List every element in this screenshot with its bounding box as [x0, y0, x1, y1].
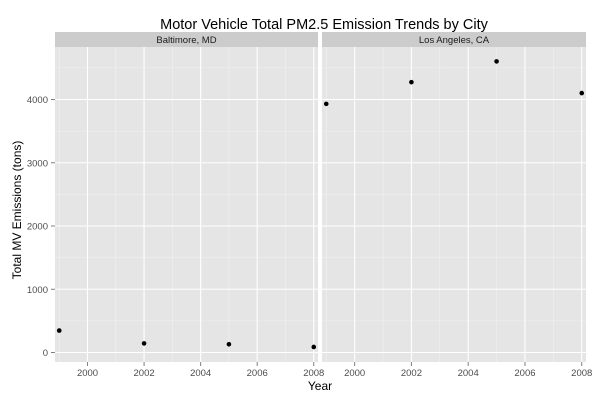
x-axis-title: Year	[308, 379, 332, 393]
x-tick-label: 2002	[134, 368, 155, 379]
x-tick-label: 2000	[77, 368, 98, 379]
y-tick-label: 0	[43, 348, 48, 359]
data-point	[323, 101, 329, 107]
chart-title: Motor Vehicle Total PM2.5 Emission Trend…	[160, 17, 488, 33]
data-point	[226, 341, 232, 347]
facet-strip	[55, 32, 318, 47]
data-point	[494, 59, 499, 64]
y-axis-title: Total MV Emissions (tons)	[10, 141, 24, 280]
y-tick-label: 4000	[27, 95, 48, 106]
data-point	[409, 79, 414, 85]
data-point	[579, 90, 585, 96]
facet-strip	[322, 32, 586, 47]
panel-background	[55, 47, 318, 362]
x-tick-label: 2002	[401, 368, 422, 379]
y-tick-label: 2000	[27, 222, 48, 233]
data-point	[56, 328, 62, 333]
x-tick-label: 2000	[344, 368, 365, 379]
y-tick-label: 3000	[27, 158, 48, 169]
data-point	[311, 344, 317, 350]
x-tick-label: 2004	[190, 368, 211, 379]
facet-panel: Los Angeles, CA 2000 2002 2004 2006 2008	[322, 32, 592, 379]
y-tick-label: 1000	[27, 285, 48, 296]
facet-panel: Baltimore, MD 2000 2002 2004 2006 2008	[55, 32, 324, 379]
x-tick-label: 2008	[303, 368, 324, 379]
x-tick-label: 2006	[247, 368, 268, 379]
panel-background	[322, 47, 586, 362]
y-axis: 0 1000 2000 3000 4000	[27, 95, 55, 359]
facet-strip-label: Baltimore, MD	[156, 35, 216, 46]
x-tick-label: 2006	[514, 368, 535, 379]
data-point	[141, 341, 147, 346]
x-tick-label: 2004	[458, 368, 479, 379]
facet-strip-label: Los Angeles, CA	[419, 35, 490, 46]
x-tick-label: 2008	[571, 368, 592, 379]
